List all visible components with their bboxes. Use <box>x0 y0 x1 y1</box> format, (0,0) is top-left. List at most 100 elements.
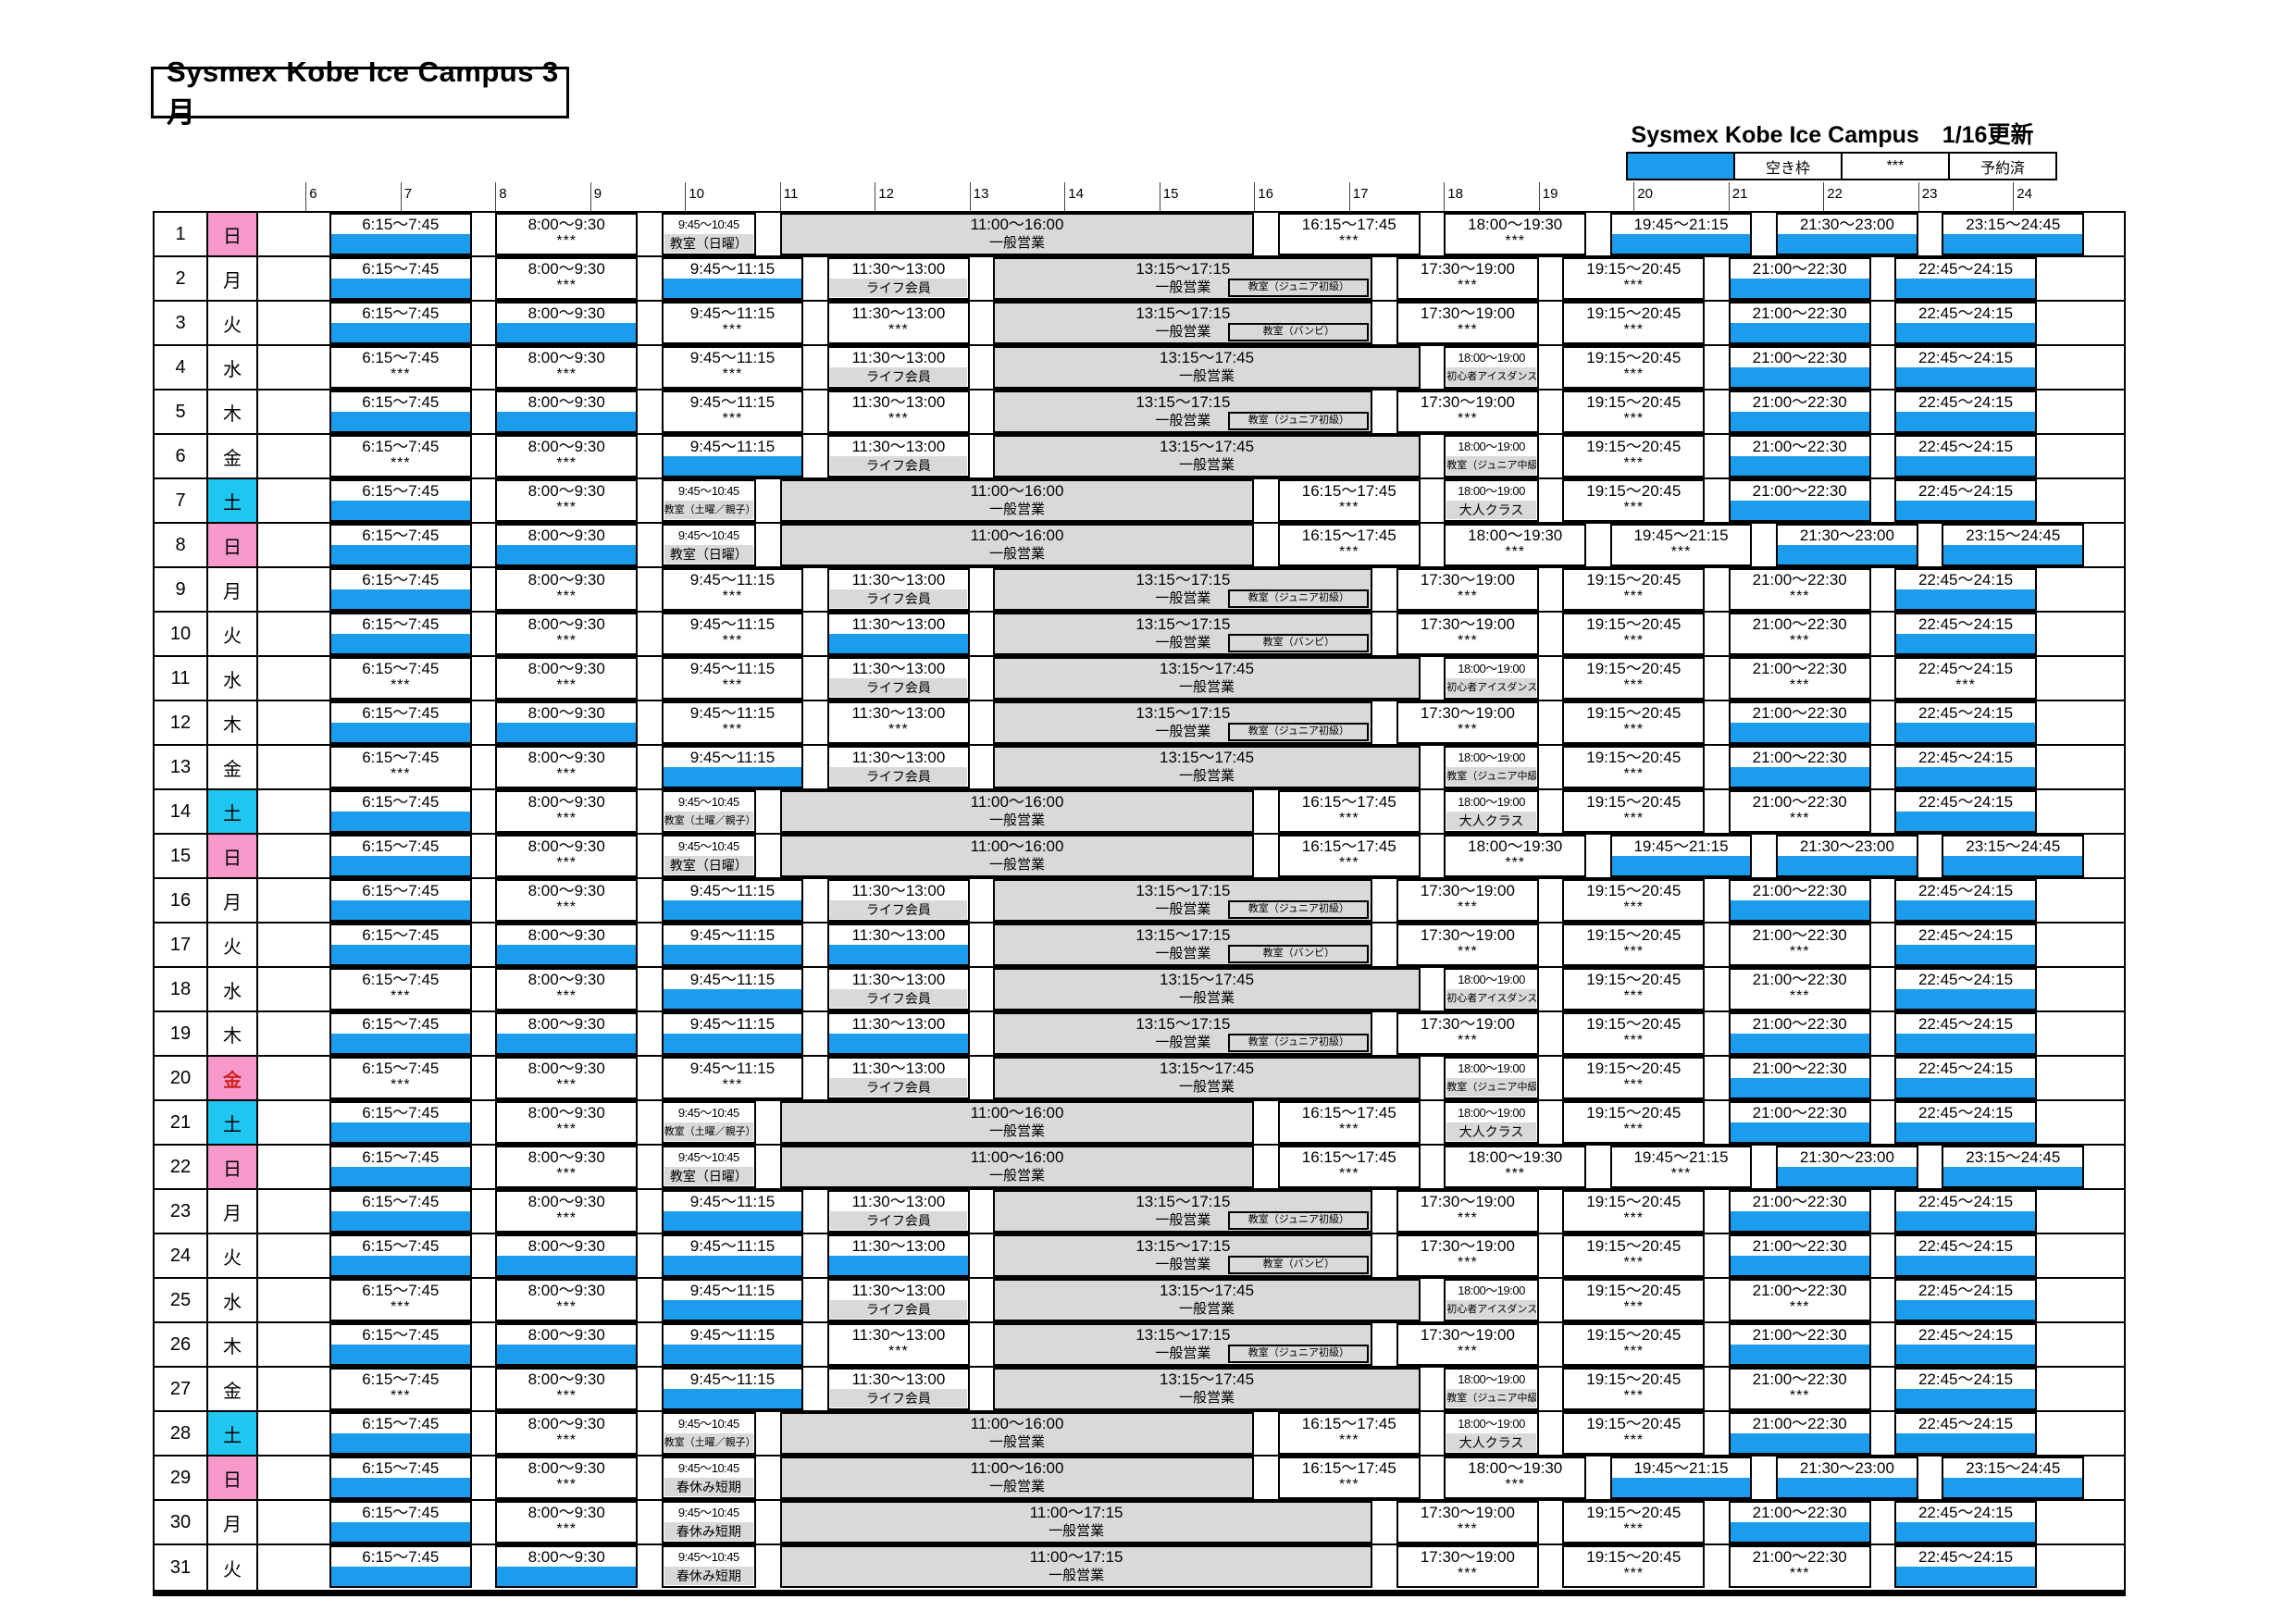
slot-time: 11:00～16:00 <box>970 1415 1064 1432</box>
slot-time: 17:30～19:00 <box>1420 571 1515 589</box>
slot-time: 16:15～17:45 <box>1301 793 1396 811</box>
slot-booked: 19:15～20:45 *** <box>1562 1012 1706 1055</box>
slot-time: 19:15～20:45 <box>1586 571 1682 589</box>
slot-time: 8:00～9:30 <box>527 527 605 544</box>
slot-class: 18:00～19:00 教室（ジュニア中級） <box>1444 746 1539 788</box>
open-bar <box>1730 767 1869 787</box>
slot-time: 11:00～16:00 <box>970 793 1064 811</box>
slot-open: 21:00～22:30 <box>1728 302 1871 344</box>
slot-open: 21:30～23:00 <box>1776 1146 1918 1188</box>
slot-time: 18:00～19:30 <box>1468 216 1563 233</box>
slot-time: 8:00～9:30 <box>527 304 605 322</box>
slot-time: 18:00～19:00 <box>1458 1061 1525 1075</box>
slot-time: 16:15～17:45 <box>1301 1415 1396 1432</box>
class-tag: 教室（ジュニア初級） <box>1228 1034 1370 1052</box>
slot-booked: 19:15～20:45 *** <box>1562 1368 1706 1410</box>
slot-time: 21:00～22:30 <box>1752 1193 1847 1210</box>
reserved-mark: *** <box>1338 855 1359 871</box>
slot-open: 21:00～22:30 <box>1728 1101 1871 1144</box>
public-session-label: 一般営業 <box>1179 990 1235 1006</box>
slot-booked: 9:45～11:15 *** <box>661 701 804 744</box>
reserved-mark: *** <box>722 1077 743 1093</box>
slot-time: 19:15～20:45 <box>1586 793 1682 811</box>
slot-booked: 8:00～9:30 *** <box>495 1279 639 1321</box>
slot-time: 21:00～22:30 <box>1752 304 1847 322</box>
day-timeline: 6:15～7:45 *** 8:00～9:30 *** 9:45～11:15 11:30～… <box>258 435 2124 477</box>
slot-time: 9:45～11:15 <box>689 926 776 944</box>
slot-open: 8:00～9:30 <box>495 391 639 433</box>
date-cell: 7 <box>155 479 208 522</box>
day-timeline: 6:15～7:45 8:00～9:30 9:45～10:45 教室（日曜） 11:00～… <box>258 524 2124 566</box>
slot-open: 22:45～24:15 <box>1894 1012 2037 1055</box>
slot-time: 6:15～7:45 <box>362 882 440 899</box>
reserved-mark: *** <box>1505 233 1526 249</box>
slot-time: 6:15～7:45 <box>362 1370 440 1388</box>
slot-time: 21:30～23:00 <box>1799 216 1894 233</box>
slot-time: 19:15～20:45 <box>1586 1193 1682 1210</box>
date-cell: 17 <box>155 924 208 966</box>
reserved-mark: *** <box>1458 1344 1478 1359</box>
slot-time: 6:15～7:45 <box>362 216 440 233</box>
slot-time: 21:00～22:30 <box>1752 1237 1847 1255</box>
open-bar <box>1896 1211 2035 1231</box>
dow-cell: 月 <box>208 1190 258 1233</box>
reserved-mark: *** <box>556 278 577 293</box>
slot-booked: 19:15～20:45 *** <box>1562 479 1706 522</box>
slot-time: 11:30～13:00 <box>851 926 946 944</box>
slot-booked: 19:15～20:45 *** <box>1562 657 1706 700</box>
dow-cell: 土 <box>208 1412 258 1455</box>
slot-booked: 11:30～13:00 *** <box>827 391 970 433</box>
slot-time: 19:15～20:45 <box>1586 349 1682 366</box>
reserved-mark: *** <box>888 722 909 738</box>
reserved-mark: *** <box>1623 500 1644 515</box>
slot-booked: 6:15～7:45 *** <box>329 1057 472 1099</box>
open-bar <box>497 412 637 431</box>
slot-booked: 21:00～22:30 *** <box>1728 568 1871 611</box>
slot-open: 8:00～9:30 <box>495 1545 639 1588</box>
reserved-mark: *** <box>1623 1210 1644 1226</box>
public-session-label: 一般営業 <box>1155 1257 1211 1272</box>
slot-public: 13:15～17:15 一般営業 教室（バンビ） <box>993 302 1373 344</box>
slot-public: 11:00～16:00 一般営業 <box>779 1457 1255 1499</box>
slot-time: 13:15～17:15 <box>1136 926 1231 944</box>
slot-label: ライフ会員 <box>830 1211 967 1230</box>
reserved-mark: *** <box>556 1166 577 1182</box>
dow-cell: 月 <box>208 879 258 922</box>
reserved-mark: *** <box>390 366 411 382</box>
slot-time: 17:30～19:00 <box>1420 1548 1515 1566</box>
slot-time: 11:30～13:00 <box>851 1326 946 1344</box>
reserved-mark: *** <box>722 633 743 649</box>
hour-label: 18 <box>1447 186 1463 202</box>
day-row: 16 月 6:15～7:45 8:00～9:30 *** 9:45～11:15 11:30～… <box>155 879 2124 924</box>
slot-booked: 8:00～9:30 *** <box>495 1101 639 1144</box>
slot-booked: 16:15～17:45 *** <box>1277 524 1421 566</box>
slot-time: 13:15～17:15 <box>1136 1237 1231 1255</box>
slot-time: 19:15～20:45 <box>1586 971 1682 988</box>
day-row: 24 火 6:15～7:45 8:00～9:30 9:45～11:15 11:30～13:… <box>155 1234 2124 1279</box>
slot-public: 11:00～16:00 一般営業 <box>779 524 1255 566</box>
open-bar <box>330 412 470 431</box>
slot-booked: 21:00～22:30 *** <box>1728 924 1871 966</box>
slot-booked: 8:00～9:30 *** <box>495 790 639 833</box>
slot-time: 21:00～22:30 <box>1752 260 1847 278</box>
slot-open: 21:30～23:00 <box>1776 213 1918 255</box>
slot-time: 9:45～11:15 <box>689 704 776 722</box>
slot-time: 9:45～11:15 <box>689 393 776 411</box>
reserved-mark: *** <box>1623 1299 1644 1315</box>
slot-booked: 17:30～19:00 *** <box>1396 568 1539 611</box>
date-cell: 25 <box>155 1279 208 1321</box>
open-bar <box>497 1567 637 1586</box>
dow-cell: 木 <box>208 391 258 433</box>
slot-time: 22:45～24:15 <box>1917 882 2014 899</box>
open-bar <box>1730 1522 1869 1542</box>
slot-booked: 11:30～13:00 *** <box>827 1323 970 1366</box>
slot-label: 大人クラス <box>1446 812 1536 830</box>
slot-booked: 19:15～20:45 *** <box>1562 879 1706 922</box>
day-timeline: 6:15～7:45 8:00～9:30 9:45～11:15 11:30～13:00 *… <box>258 1323 2124 1366</box>
slot-time: 6:15～7:45 <box>362 527 440 544</box>
open-bar <box>1943 1478 2083 1497</box>
slot-time: 22:45～24:15 <box>1917 1015 2014 1033</box>
slot-time: 13:15～17:15 <box>1136 882 1231 899</box>
reserved-mark: *** <box>556 811 577 826</box>
slot-time: 8:00～9:30 <box>527 926 605 944</box>
